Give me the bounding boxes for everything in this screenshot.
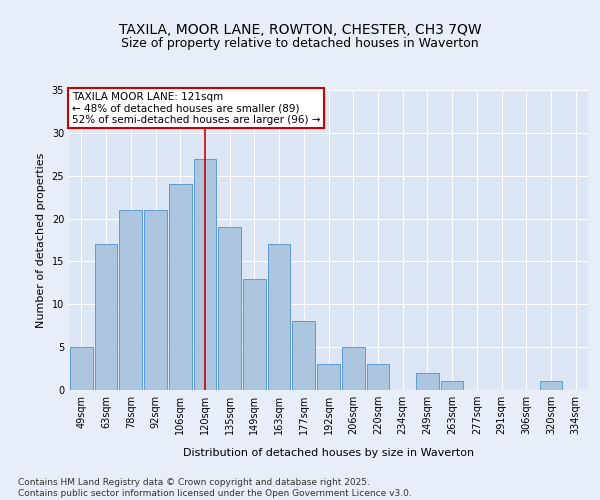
Bar <box>416 373 439 390</box>
Text: Contains HM Land Registry data © Crown copyright and database right 2025.
Contai: Contains HM Land Registry data © Crown c… <box>18 478 412 498</box>
Bar <box>268 244 290 390</box>
Bar <box>342 347 365 390</box>
Bar <box>119 210 142 390</box>
Bar <box>441 382 463 390</box>
Text: Distribution of detached houses by size in Waverton: Distribution of detached houses by size … <box>183 448 475 458</box>
Text: Size of property relative to detached houses in Waverton: Size of property relative to detached ho… <box>121 38 479 51</box>
Text: TAXILA, MOOR LANE, ROWTON, CHESTER, CH3 7QW: TAXILA, MOOR LANE, ROWTON, CHESTER, CH3 … <box>119 22 481 36</box>
Bar <box>194 158 216 390</box>
Bar <box>169 184 191 390</box>
Bar <box>95 244 118 390</box>
Bar <box>70 347 93 390</box>
Bar <box>218 227 241 390</box>
Bar <box>243 278 266 390</box>
Bar <box>317 364 340 390</box>
Y-axis label: Number of detached properties: Number of detached properties <box>36 152 46 328</box>
Bar <box>539 382 562 390</box>
Bar <box>144 210 167 390</box>
Text: TAXILA MOOR LANE: 121sqm
← 48% of detached houses are smaller (89)
52% of semi-d: TAXILA MOOR LANE: 121sqm ← 48% of detach… <box>71 92 320 124</box>
Bar <box>367 364 389 390</box>
Bar <box>292 322 315 390</box>
